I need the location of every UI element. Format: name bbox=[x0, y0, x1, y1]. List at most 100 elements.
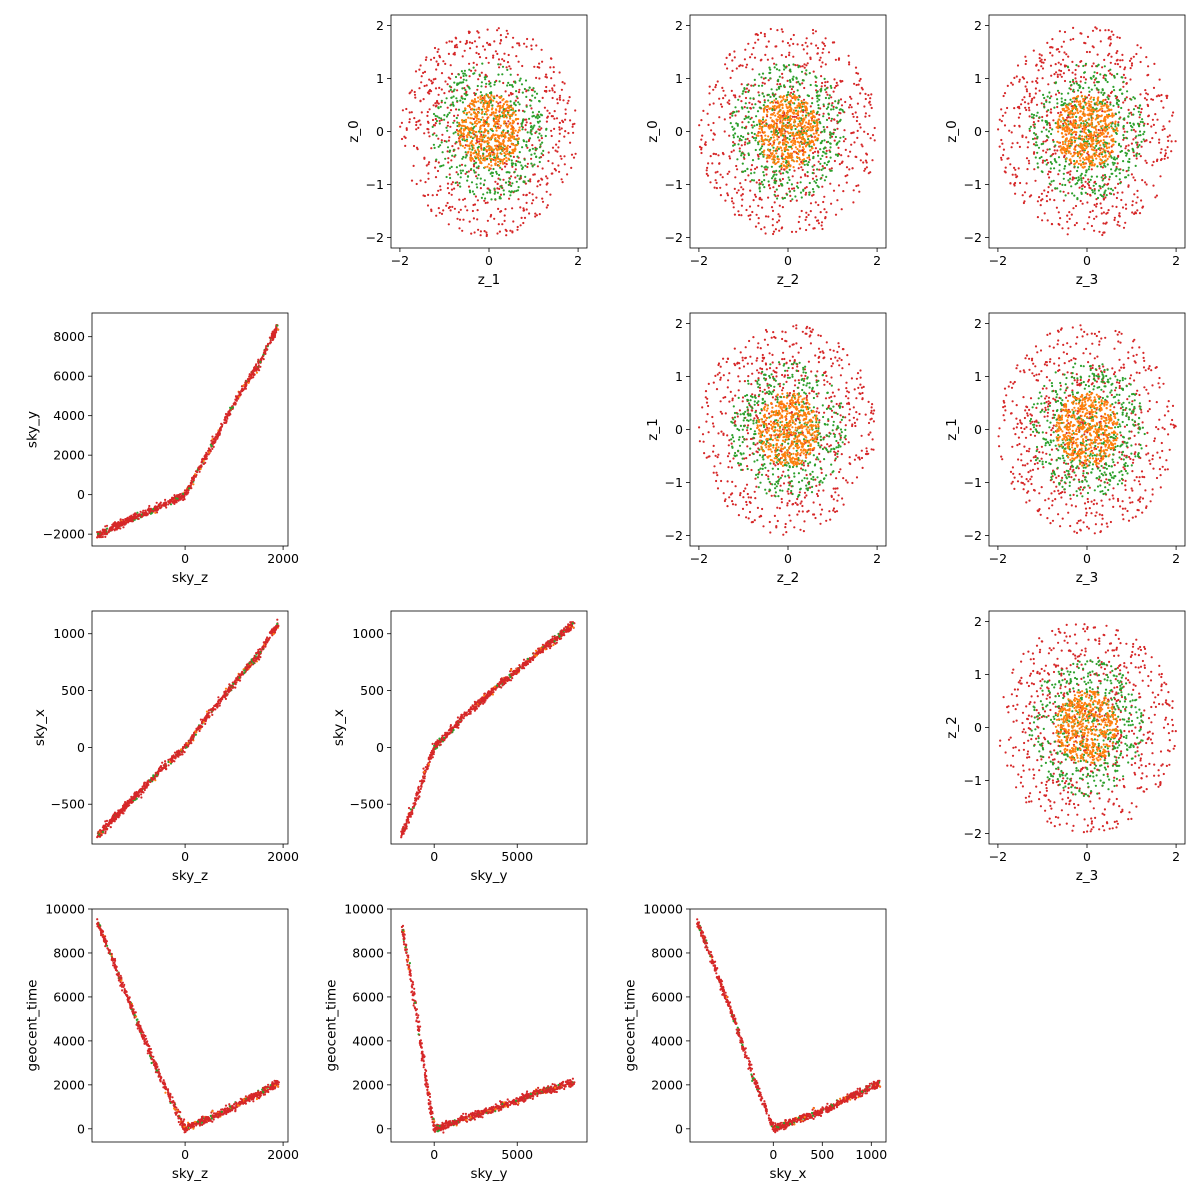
point-series-2 bbox=[1099, 139, 1102, 142]
point-series-2 bbox=[506, 126, 509, 129]
point-series-0 bbox=[1127, 108, 1130, 111]
point-series-2 bbox=[510, 125, 514, 128]
point-series-0 bbox=[718, 162, 721, 165]
point-series-0 bbox=[1121, 59, 1124, 62]
point-series-0 bbox=[425, 84, 428, 87]
point-series-0 bbox=[501, 223, 504, 226]
point-series-1 bbox=[1047, 130, 1051, 133]
point-series-2 bbox=[487, 116, 490, 119]
point-series-1 bbox=[487, 130, 490, 133]
point-series-0 bbox=[769, 27, 772, 31]
point-series-1 bbox=[506, 171, 509, 174]
point-series-2 bbox=[483, 128, 487, 131]
point-series-0 bbox=[1145, 56, 1148, 59]
point-series-1 bbox=[513, 190, 516, 193]
point-series-0 bbox=[1145, 161, 1148, 164]
point-series-1 bbox=[460, 172, 463, 175]
point-series-0 bbox=[462, 218, 465, 221]
point-series-0 bbox=[526, 37, 529, 41]
point-series-0 bbox=[1095, 215, 1098, 218]
point-series-1 bbox=[1111, 161, 1114, 164]
point-series-1 bbox=[1112, 74, 1116, 77]
point-series-1 bbox=[1119, 145, 1122, 148]
point-series-0 bbox=[1121, 206, 1125, 209]
point-series-0 bbox=[806, 175, 809, 178]
point-series-0 bbox=[405, 127, 408, 130]
point-series-2 bbox=[1108, 151, 1111, 154]
point-series-0 bbox=[784, 55, 788, 59]
point-series-0 bbox=[728, 155, 731, 158]
point-series-0 bbox=[1072, 26, 1075, 29]
point-series-2 bbox=[471, 158, 474, 161]
point-series-0 bbox=[521, 64, 524, 68]
point-series-0 bbox=[1074, 77, 1077, 80]
point-series-0 bbox=[1152, 86, 1156, 89]
point-series-1 bbox=[452, 132, 455, 135]
point-series-0 bbox=[1048, 176, 1051, 179]
point-series-2 bbox=[786, 126, 789, 129]
point-series-1 bbox=[1091, 189, 1094, 192]
point-series-0 bbox=[1160, 157, 1163, 161]
point-series-2 bbox=[458, 124, 461, 127]
point-series-0 bbox=[1075, 80, 1078, 83]
point-series-2 bbox=[1108, 153, 1111, 156]
point-series-1 bbox=[464, 151, 467, 154]
point-series-2 bbox=[797, 129, 800, 132]
point-series-2 bbox=[1103, 110, 1106, 113]
point-series-0 bbox=[1016, 64, 1020, 67]
point-series-0 bbox=[472, 117, 475, 121]
point-series-0 bbox=[1095, 205, 1098, 208]
point-series-0 bbox=[828, 117, 831, 120]
point-series-1 bbox=[784, 161, 788, 164]
point-series-0 bbox=[815, 44, 818, 47]
point-series-0 bbox=[847, 54, 850, 57]
point-series-0 bbox=[1135, 201, 1138, 204]
point-series-0 bbox=[732, 149, 735, 152]
point-series-1 bbox=[1075, 177, 1078, 180]
point-series-1 bbox=[825, 175, 828, 178]
point-series-1 bbox=[1113, 76, 1116, 79]
point-series-0 bbox=[1127, 144, 1130, 147]
point-series-0 bbox=[704, 141, 707, 144]
point-series-0 bbox=[706, 112, 709, 115]
point-series-0 bbox=[512, 220, 515, 223]
point-series-0 bbox=[709, 155, 712, 158]
point-series-0 bbox=[1089, 193, 1092, 196]
point-series-2 bbox=[469, 151, 473, 154]
point-series-2 bbox=[486, 122, 489, 126]
point-series-1 bbox=[472, 66, 475, 69]
point-series-1 bbox=[486, 157, 489, 161]
point-series-1 bbox=[1104, 189, 1107, 192]
point-series-0 bbox=[423, 132, 426, 135]
point-series-0 bbox=[1032, 152, 1036, 155]
point-series-2 bbox=[805, 108, 809, 112]
point-series-2 bbox=[1057, 118, 1060, 121]
point-series-1 bbox=[1095, 107, 1098, 110]
point-series-1 bbox=[1077, 176, 1080, 179]
point-series-0 bbox=[558, 98, 562, 101]
point-series-1 bbox=[1097, 63, 1100, 66]
point-series-0 bbox=[812, 168, 815, 171]
point-series-2 bbox=[459, 142, 462, 145]
point-series-1 bbox=[803, 160, 806, 163]
point-series-0 bbox=[791, 187, 794, 190]
point-series-0 bbox=[1122, 127, 1125, 130]
point-series-2 bbox=[468, 106, 472, 109]
point-series-0 bbox=[1050, 223, 1054, 226]
point-series-1 bbox=[490, 198, 493, 201]
point-series-0 bbox=[1010, 81, 1013, 84]
point-series-0 bbox=[751, 68, 754, 71]
point-series-1 bbox=[738, 137, 742, 140]
point-series-0 bbox=[1040, 102, 1043, 105]
point-series-1 bbox=[742, 90, 745, 93]
point-series-0 bbox=[788, 44, 791, 47]
point-series-0 bbox=[1038, 196, 1041, 199]
point-series-1 bbox=[461, 87, 464, 90]
point-series-0 bbox=[1028, 92, 1031, 95]
point-series-0 bbox=[823, 84, 827, 87]
point-series-0 bbox=[435, 214, 438, 217]
scatter-points bbox=[698, 27, 876, 236]
point-series-2 bbox=[1106, 109, 1109, 112]
point-series-1 bbox=[1118, 88, 1121, 92]
point-series-0 bbox=[419, 64, 422, 67]
